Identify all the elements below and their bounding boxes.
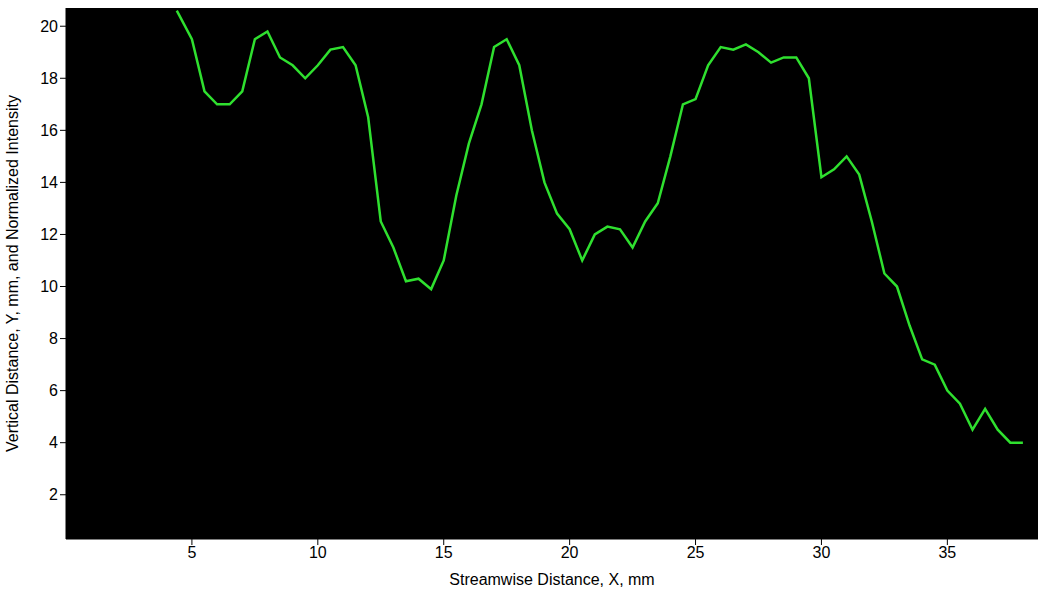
svg-text:2: 2 (49, 486, 58, 503)
svg-text:12: 12 (40, 226, 58, 243)
svg-text:16: 16 (40, 122, 58, 139)
svg-text:10: 10 (309, 544, 327, 561)
svg-text:8: 8 (49, 330, 58, 347)
svg-text:14: 14 (40, 174, 58, 191)
svg-text:25: 25 (687, 544, 705, 561)
svg-text:4: 4 (49, 434, 58, 451)
svg-text:6: 6 (49, 382, 58, 399)
svg-text:10: 10 (40, 278, 58, 295)
svg-text:15: 15 (435, 544, 453, 561)
svg-text:18: 18 (40, 70, 58, 87)
svg-text:Vertical Distance, Y, mm, and: Vertical Distance, Y, mm, and Normalized… (4, 95, 21, 452)
svg-text:30: 30 (813, 544, 831, 561)
svg-text:20: 20 (40, 18, 58, 35)
svg-text:5: 5 (187, 544, 196, 561)
svg-text:35: 35 (938, 544, 956, 561)
svg-text:Streamwise Distance, X, mm: Streamwise Distance, X, mm (449, 571, 654, 588)
svg-text:20: 20 (561, 544, 579, 561)
